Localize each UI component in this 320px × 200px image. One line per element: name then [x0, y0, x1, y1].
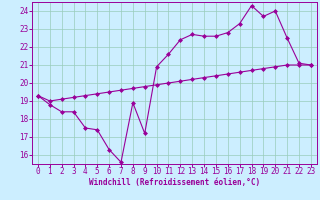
- X-axis label: Windchill (Refroidissement éolien,°C): Windchill (Refroidissement éolien,°C): [89, 178, 260, 187]
